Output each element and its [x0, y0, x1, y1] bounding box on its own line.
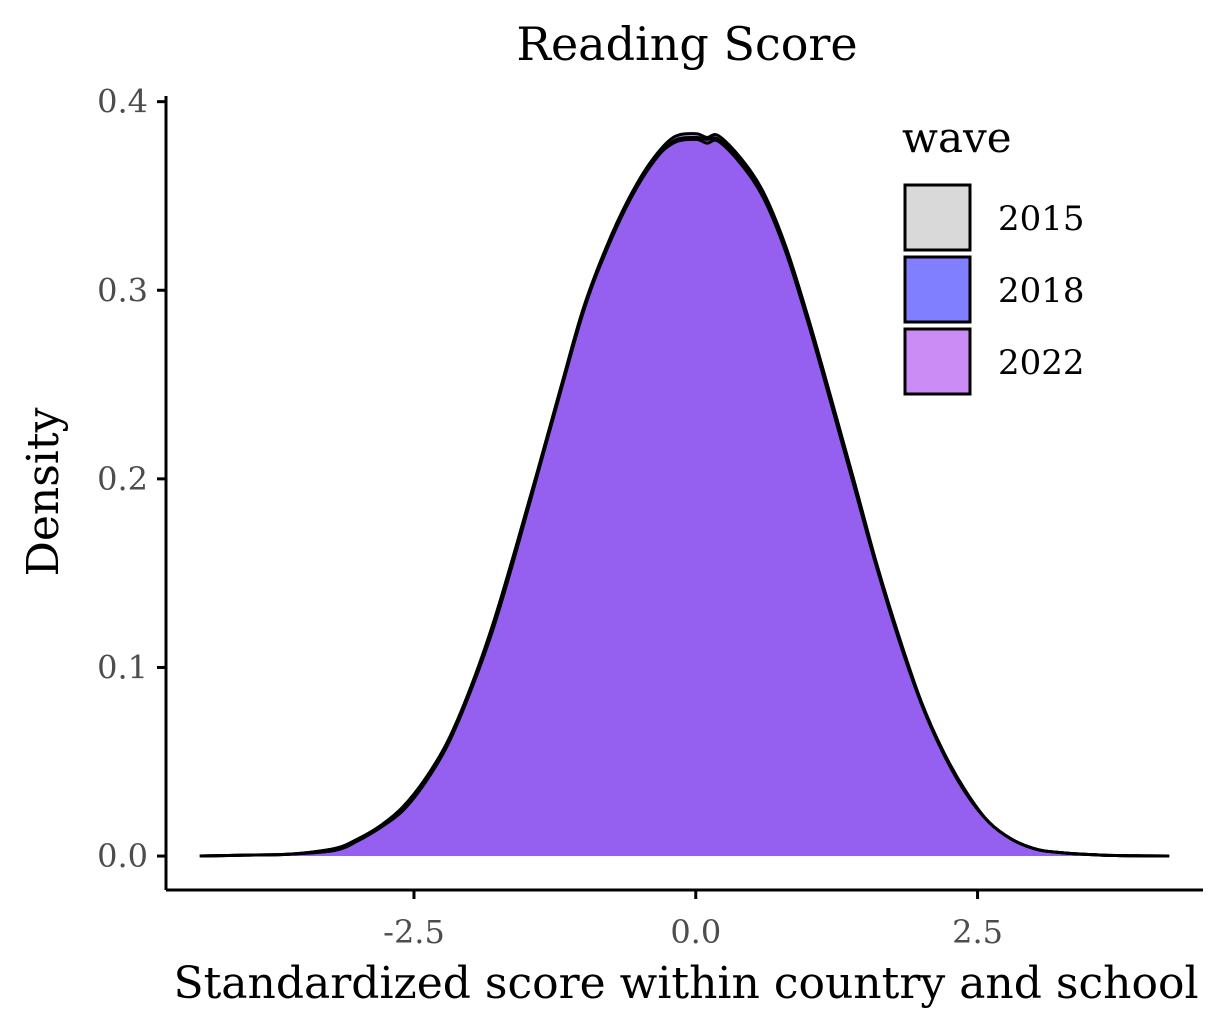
y-axis-ticks: 0.0 0.1 0.2 0.3 0.4 — [97, 83, 166, 875]
x-tick-label: -2.5 — [383, 913, 445, 951]
legend-swatch-2018 — [903, 255, 972, 324]
density-fill-2022 — [199, 139, 1170, 857]
x-tick-label: 0.0 — [670, 913, 721, 951]
density-fills — [199, 133, 1170, 857]
y-axis-title: Density — [18, 407, 69, 576]
legend-items: 2015 2018 2022 — [903, 183, 1085, 396]
x-axis-title: Standardized score within country and sc… — [173, 958, 1198, 1009]
legend: wave 2015 2018 2022 — [902, 113, 1085, 396]
density-line-2022 — [199, 137, 1170, 858]
y-tick-label: 0.0 — [97, 837, 148, 875]
y-tick-label: 0.2 — [97, 460, 148, 498]
legend-swatch-2022 — [903, 327, 972, 396]
plot-area — [199, 132, 1170, 858]
x-axis-ticks: -2.5 0.0 2.5 — [383, 890, 1003, 951]
legend-label-2018: 2018 — [998, 271, 1085, 311]
legend-label-2022: 2022 — [998, 343, 1085, 383]
y-tick-label: 0.3 — [97, 271, 148, 309]
density-outlines — [199, 132, 1170, 858]
x-tick-label: 2.5 — [952, 913, 1003, 951]
chart-title: Reading Score — [516, 17, 857, 71]
legend-swatch-2015 — [903, 183, 972, 252]
y-tick-label: 0.4 — [97, 83, 148, 121]
legend-title: wave — [902, 113, 1012, 162]
y-tick-label: 0.1 — [97, 648, 148, 686]
legend-label-2015: 2015 — [998, 199, 1085, 239]
